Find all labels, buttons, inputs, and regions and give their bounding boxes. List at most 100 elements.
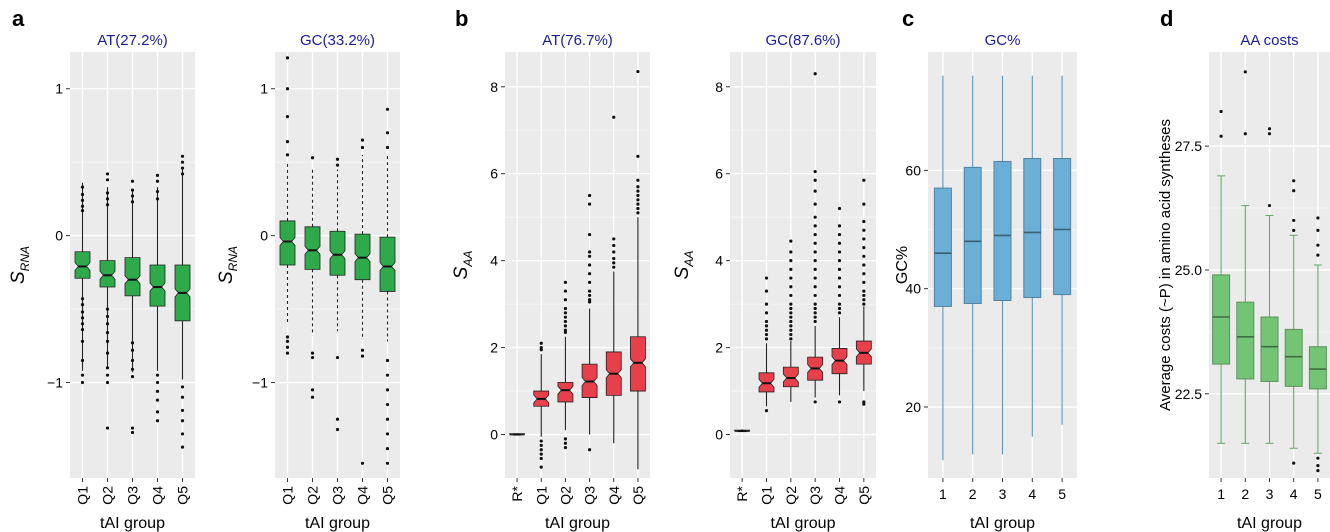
box-body <box>1308 346 1327 390</box>
outlier-point <box>813 302 817 306</box>
outlier-point <box>813 311 817 315</box>
outlier-point <box>563 441 568 445</box>
outlier-point <box>539 452 543 456</box>
outlier-point <box>764 302 769 306</box>
outlier-point <box>587 272 592 276</box>
x-axis-label: tAI group <box>771 515 836 532</box>
box-body <box>99 260 116 288</box>
outlier-point <box>180 154 185 158</box>
outlier-point <box>285 56 290 60</box>
box-Q1 <box>279 56 296 355</box>
outlier-point <box>612 256 616 261</box>
outlier-point <box>789 250 793 254</box>
outlier-point <box>636 211 640 215</box>
outlier-point <box>130 341 135 345</box>
outlier-point <box>385 107 390 111</box>
box-Q2 <box>782 239 799 402</box>
outlier-point <box>837 224 842 228</box>
outlier-point <box>789 311 793 315</box>
y-tick-label: 6 <box>490 166 498 182</box>
x-tick-label: Q4 <box>606 486 622 505</box>
outlier-point <box>837 400 842 404</box>
outlier-point <box>105 373 110 377</box>
y-tick-label: 60 <box>905 162 921 178</box>
outlier-point <box>335 157 340 161</box>
box-body <box>1212 274 1231 365</box>
y-tick-label: 1 <box>260 81 268 97</box>
x-tick-label: Q2 <box>100 486 116 505</box>
box-body <box>304 226 321 270</box>
y-tick-label: 6 <box>715 166 723 182</box>
outlier-point <box>837 311 842 315</box>
outlier-point <box>563 315 568 319</box>
panel-title: AT(76.7%) <box>542 32 613 49</box>
outlier-point <box>837 241 842 245</box>
outlier-point <box>789 332 793 337</box>
outlier-point <box>789 302 793 306</box>
panel-1: AT(27.2%) a −1 0 1 SRNA Q1 Q2 Q3 Q4 Q5 tAI group <box>8 6 195 532</box>
x-tick-label: Q1 <box>759 486 775 505</box>
outlier-point <box>1316 243 1320 247</box>
outlier-point <box>1292 218 1296 223</box>
outlier-point <box>813 72 817 76</box>
box-body <box>149 264 166 307</box>
outlier-point <box>813 232 817 237</box>
box-body <box>74 251 91 279</box>
y-tick-label: −1 <box>252 375 268 391</box>
outlier-point <box>612 265 616 269</box>
outlier-point <box>862 178 866 182</box>
outlier-point <box>813 259 817 263</box>
outlier-point <box>155 373 160 377</box>
outlier-point <box>155 189 160 194</box>
outlier-point <box>360 145 365 150</box>
outlier-point <box>80 204 85 208</box>
x-tick-label: 1 <box>939 486 947 502</box>
outlier-point <box>612 250 616 254</box>
outlier-point <box>155 398 160 402</box>
outlier-point <box>764 319 769 324</box>
box-5 <box>1308 216 1327 473</box>
x-tick-label: Q4 <box>832 486 848 505</box>
outlier-point <box>155 380 160 385</box>
box-Q1 <box>533 341 550 469</box>
box-Q5 <box>174 154 191 449</box>
box-body <box>1053 158 1072 296</box>
box-body <box>279 220 296 266</box>
outlier-point <box>563 298 568 302</box>
x-tick-label: Q5 <box>630 486 646 505</box>
outlier-point <box>837 276 842 280</box>
outlier-point <box>563 280 568 284</box>
outlier-point <box>813 293 817 298</box>
y-tick-label: 0 <box>260 228 268 244</box>
outlier-point <box>612 115 616 119</box>
outlier-point <box>587 232 592 237</box>
outlier-point <box>636 193 640 198</box>
panel-2: GC(33.2%) −1 0 1 SRNA Q1 Q2 Q3 Q4 Q5 tAI group <box>216 32 400 532</box>
outlier-point <box>1316 468 1320 473</box>
box-body <box>782 366 799 388</box>
outlier-point <box>155 197 160 201</box>
outlier-point <box>862 402 866 406</box>
outlier-point <box>636 198 640 202</box>
outlier-point <box>130 188 135 192</box>
outlier-point <box>813 400 817 404</box>
box-body <box>124 257 141 297</box>
outlier-point <box>764 311 769 315</box>
outlier-point <box>764 337 769 341</box>
outlier-point <box>764 324 769 328</box>
x-tick-label: 3 <box>1266 486 1274 502</box>
outlier-point <box>587 448 592 452</box>
outlier-point <box>862 219 866 224</box>
box-5 <box>1053 75 1072 425</box>
panel-letter: a <box>12 6 25 31</box>
outlier-point <box>862 272 866 276</box>
outlier-point <box>1292 189 1296 193</box>
outlier-point <box>563 437 568 441</box>
x-tick-label: R* <box>734 485 750 501</box>
outlier-point <box>80 310 85 314</box>
box-body <box>1260 316 1279 382</box>
y-tick-label: 1 <box>55 81 63 97</box>
outlier-point <box>764 409 769 413</box>
outlier-point <box>862 302 866 306</box>
